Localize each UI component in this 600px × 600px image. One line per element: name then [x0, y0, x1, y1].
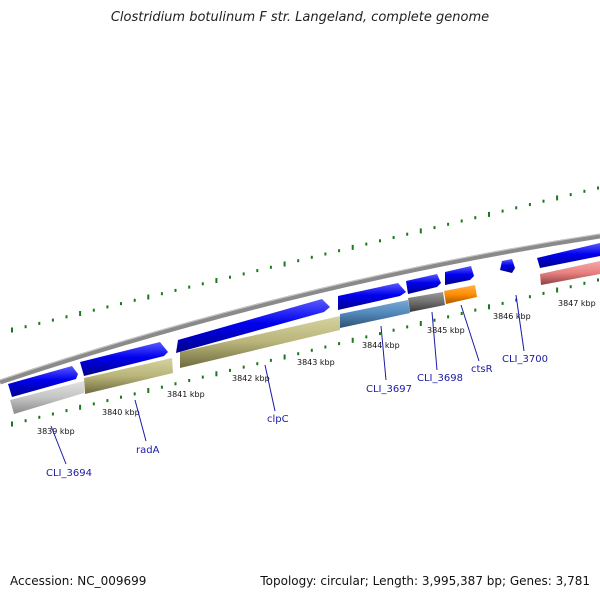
- gene-arrow-forward[interactable]: [338, 283, 406, 310]
- gene-label-CLI-3700[interactable]: CLI_3700: [502, 354, 548, 365]
- kbp-scale: 3839 kbp 3840 kbp 3841 kbp 3842 kbp 3843…: [37, 299, 596, 436]
- gc-content-track-outer: [11, 186, 599, 333]
- kbp-label: 3842 kbp: [232, 374, 270, 383]
- gene-arrow-forward[interactable]: [8, 366, 78, 397]
- gene-block-CLI-3697[interactable]: [340, 300, 410, 328]
- gene-block-salmon[interactable]: [540, 261, 600, 285]
- gene-arrow-forward[interactable]: [176, 299, 330, 353]
- gene-label-CLI-3694[interactable]: CLI_3694: [46, 468, 92, 479]
- gene-block-CLI-3698[interactable]: [408, 292, 445, 312]
- kbp-label: 3841 kbp: [167, 390, 205, 399]
- kbp-label: 3843 kbp: [297, 358, 335, 367]
- map-title: Clostridium botulinum F str. Langeland, …: [110, 10, 490, 25]
- gene-label-CLI-3698[interactable]: CLI_3698: [417, 373, 463, 384]
- kbp-label: 3839 kbp: [37, 427, 75, 436]
- kbp-label: 3845 kbp: [427, 326, 465, 335]
- gene-label-CLI-3697[interactable]: CLI_3697: [366, 384, 412, 395]
- gc-content-track-inner: [11, 278, 599, 427]
- topology-text: Topology: circular; Length: 3,995,387 bp…: [260, 574, 590, 588]
- kbp-label: 3840 kbp: [102, 408, 140, 417]
- gene-block-clpC[interactable]: [180, 316, 340, 368]
- gene-labels: CLI_3694 radA clpC CLI_3697 CLI_3698 cts…: [46, 354, 548, 479]
- gene-arrow-forward[interactable]: [80, 342, 168, 376]
- gene-label-leaders: [50, 294, 525, 465]
- gene-label-ctsR[interactable]: ctsR: [471, 364, 493, 375]
- gene-block-ctsR[interactable]: [444, 285, 477, 304]
- kbp-label: 3844 kbp: [362, 341, 400, 350]
- kbp-label: 3846 kbp: [493, 312, 531, 321]
- gene-block-radA[interactable]: [84, 358, 173, 394]
- gene-block-CLI-3694[interactable]: [10, 381, 84, 414]
- gene-arrow-forward[interactable]: [537, 243, 600, 268]
- gene-arrow-forward[interactable]: [445, 266, 474, 285]
- accession-text: Accession: NC_009699: [10, 574, 147, 588]
- gene-label-clpC[interactable]: clpC: [267, 414, 289, 425]
- genome-backbone: [0, 233, 600, 385]
- genome-backbone-highlight: [0, 233, 600, 381]
- kbp-label: 3847 kbp: [558, 299, 596, 308]
- gene-label-radA[interactable]: radA: [136, 445, 160, 456]
- gene-arrow-forward[interactable]: [500, 259, 515, 273]
- gene-arrow-forward[interactable]: [406, 274, 441, 294]
